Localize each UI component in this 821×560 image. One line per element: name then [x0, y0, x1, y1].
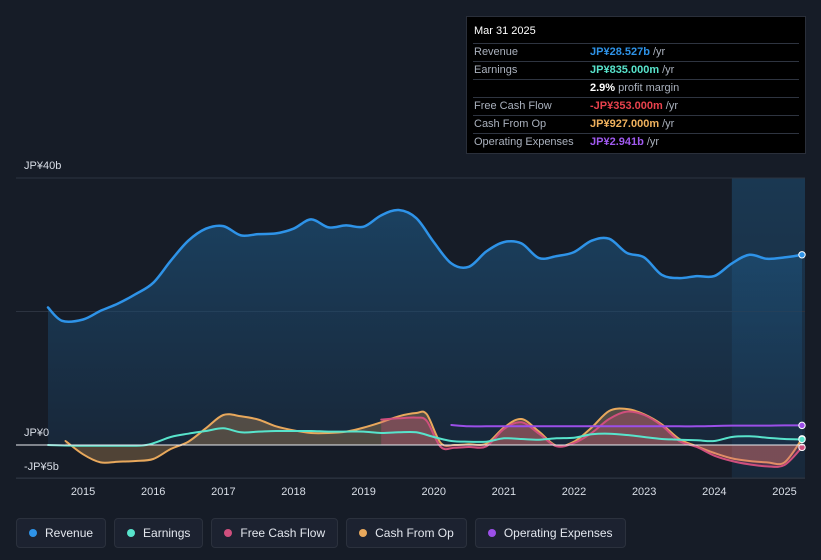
x-tick-label: 2016 [141, 486, 165, 498]
tooltip-row-free-cash-flow: Free Cash Flow -JP¥353.000m /yr [473, 98, 799, 116]
tooltip-value: JP¥2.941b [590, 136, 644, 148]
earnings-endpoint-marker [798, 435, 806, 444]
tooltip-label [473, 80, 590, 97]
x-tick-label: 2023 [632, 486, 656, 498]
tooltip-unit: /yr [646, 136, 660, 148]
tooltip-unit: /yr [652, 46, 666, 58]
tooltip-value: 2.9% [590, 82, 616, 94]
x-tick-label: 2015 [71, 486, 95, 498]
tooltip-row-operating-expenses: Operating Expenses JP¥2.941b /yr [473, 134, 799, 151]
tooltip-label: Operating Expenses [474, 136, 574, 148]
tooltip-unit: /yr [662, 118, 675, 130]
tooltip-label: Earnings [474, 64, 518, 76]
tooltip-row-revenue: Revenue JP¥28.527b /yr [473, 44, 799, 62]
tooltip-row-cash-from-op: Cash From Op JP¥927.000m /yr [473, 116, 799, 134]
free-cash-flow-line [380, 410, 803, 468]
chart-legend: Revenue Earnings Free Cash Flow Cash Fro… [16, 518, 626, 548]
x-tick-label: 2025 [772, 486, 796, 498]
y-tick-label: -JP¥5b [24, 461, 59, 473]
legend-earnings-toggle[interactable]: Earnings [114, 518, 204, 548]
tooltip-label: Cash From Op [474, 118, 547, 130]
legend-label: Free Cash Flow [240, 526, 326, 540]
tooltip-row-earnings: Earnings JP¥835.000m /yr [473, 62, 799, 80]
financial-chart: JP¥40b JP¥0 -JP¥5b 2015 2016 2017 2018 2019 2020… [16, 160, 806, 498]
legend-revenue-toggle[interactable]: Revenue [16, 518, 107, 548]
legend-label: Revenue [45, 526, 94, 540]
tooltip-unit: /yr [665, 100, 679, 112]
tooltip-value: -JP¥353.000m [590, 100, 663, 112]
tooltip-value: JP¥927.000m [590, 118, 660, 130]
x-tick-label: 2021 [492, 486, 516, 498]
legend-dot-icon [359, 529, 368, 537]
x-tick-label: 2017 [211, 486, 235, 498]
x-tick-label: 2022 [562, 486, 586, 498]
free-cash-flow-endpoint-marker [798, 443, 806, 452]
legend-dot-icon [127, 529, 136, 537]
tooltip-label: Revenue [474, 46, 519, 58]
x-tick-label: 2024 [702, 486, 726, 498]
free-cash-flow-area [381, 411, 802, 467]
legend-dot-icon [487, 529, 496, 537]
x-tick-label: 2020 [422, 486, 446, 498]
earnings-line [47, 427, 803, 447]
revenue-endpoint-marker [798, 251, 806, 259]
legend-free-cash-flow-toggle[interactable]: Free Cash Flow [211, 518, 339, 548]
y-tick-label: JP¥0 [24, 427, 49, 439]
tooltip-row-profit-margin: 2.9% profit margin [473, 80, 799, 98]
legend-label: Earnings [143, 526, 191, 540]
revenue-line [46, 208, 804, 323]
legend-cash-from-op-toggle[interactable]: Cash From Op [346, 518, 467, 548]
data-tooltip: Mar 31 2025 Revenue JP¥28.527b /yr Earni… [466, 16, 806, 154]
legend-dot-icon [29, 529, 37, 537]
legend-operating-expenses-toggle[interactable]: Operating Expenses [474, 518, 626, 548]
y-tick-label: JP¥40b [24, 160, 61, 172]
x-tick-label: 2018 [281, 486, 305, 498]
tooltip-date: Mar 31 2025 [473, 17, 799, 44]
operating-expenses-line [450, 424, 803, 428]
legend-label: Cash From Op [375, 526, 454, 540]
revenue-area [48, 209, 802, 445]
tooltip-value: JP¥835.000m [590, 64, 660, 76]
cash-from-op-line [64, 407, 803, 466]
legend-label: Operating Expenses [503, 526, 613, 540]
tooltip-unit: /yr [662, 64, 675, 76]
tooltip-label: Free Cash Flow [474, 100, 552, 112]
legend-dot-icon [224, 529, 233, 537]
tooltip-value: JP¥28.527b [590, 46, 650, 58]
operating-expenses-endpoint-marker [798, 421, 806, 430]
x-tick-label: 2019 [351, 486, 375, 498]
tooltip-unit: profit margin [618, 82, 680, 94]
